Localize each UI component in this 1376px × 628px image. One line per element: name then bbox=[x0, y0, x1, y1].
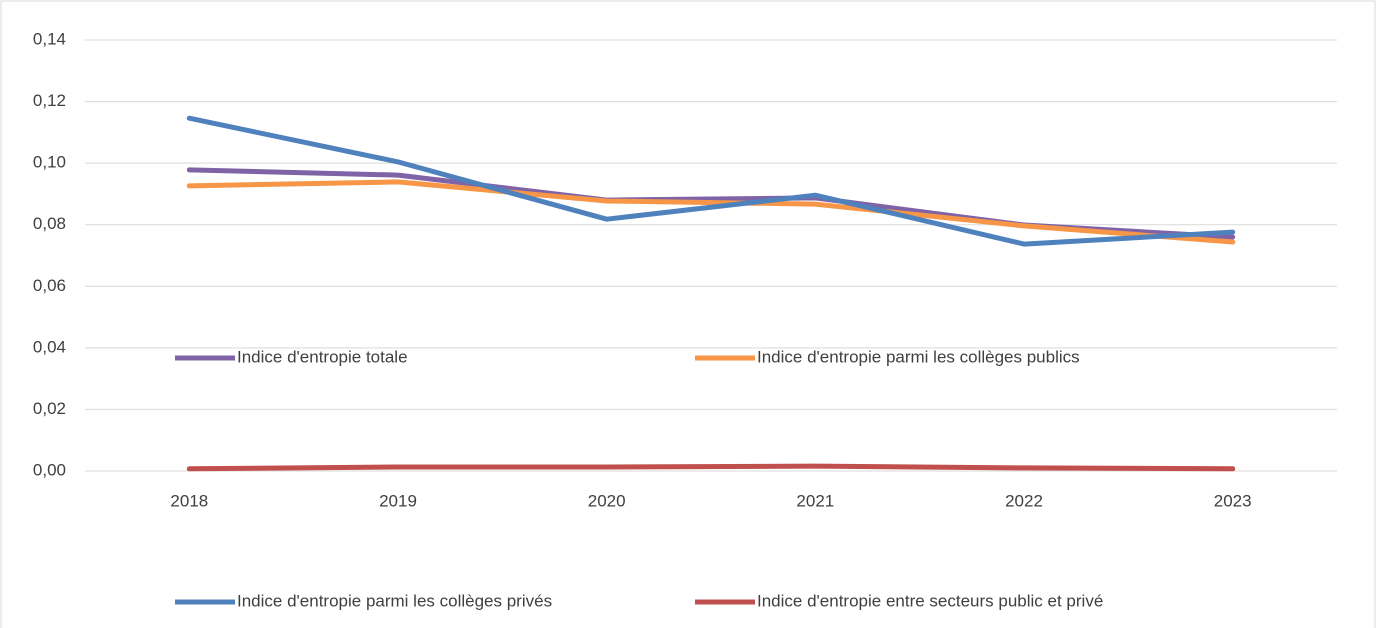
legend-label: Indice d'entropie totale bbox=[237, 347, 408, 366]
series-line bbox=[186, 179, 1236, 245]
legend-label: Indice d'entropie entre secteurs public … bbox=[757, 591, 1103, 610]
y-tick-label: 0,00 bbox=[33, 460, 66, 479]
y-tick-label: 0,14 bbox=[33, 29, 66, 48]
legend-label: Indice d'entropie parmi les collèges pub… bbox=[757, 347, 1080, 366]
x-tick-label: 2020 bbox=[588, 491, 626, 510]
y-tick-label: 0,02 bbox=[33, 399, 66, 418]
x-tick-label: 2023 bbox=[1214, 491, 1252, 510]
x-tick-label: 2022 bbox=[1005, 491, 1043, 510]
y-tick-label: 0,12 bbox=[33, 91, 66, 110]
x-tick-label: 2019 bbox=[379, 491, 417, 510]
y-tick-label: 0,06 bbox=[33, 276, 66, 295]
series-line bbox=[186, 463, 1236, 472]
legend-label: Indice d'entropie parmi les collèges pri… bbox=[237, 591, 552, 610]
y-tick-label: 0,10 bbox=[33, 153, 66, 172]
y-tick-label: 0,08 bbox=[33, 214, 66, 233]
x-tick-label: 2018 bbox=[170, 491, 208, 510]
series-line bbox=[186, 115, 1236, 247]
y-tick-label: 0,04 bbox=[33, 337, 66, 356]
x-tick-label: 2021 bbox=[796, 491, 834, 510]
